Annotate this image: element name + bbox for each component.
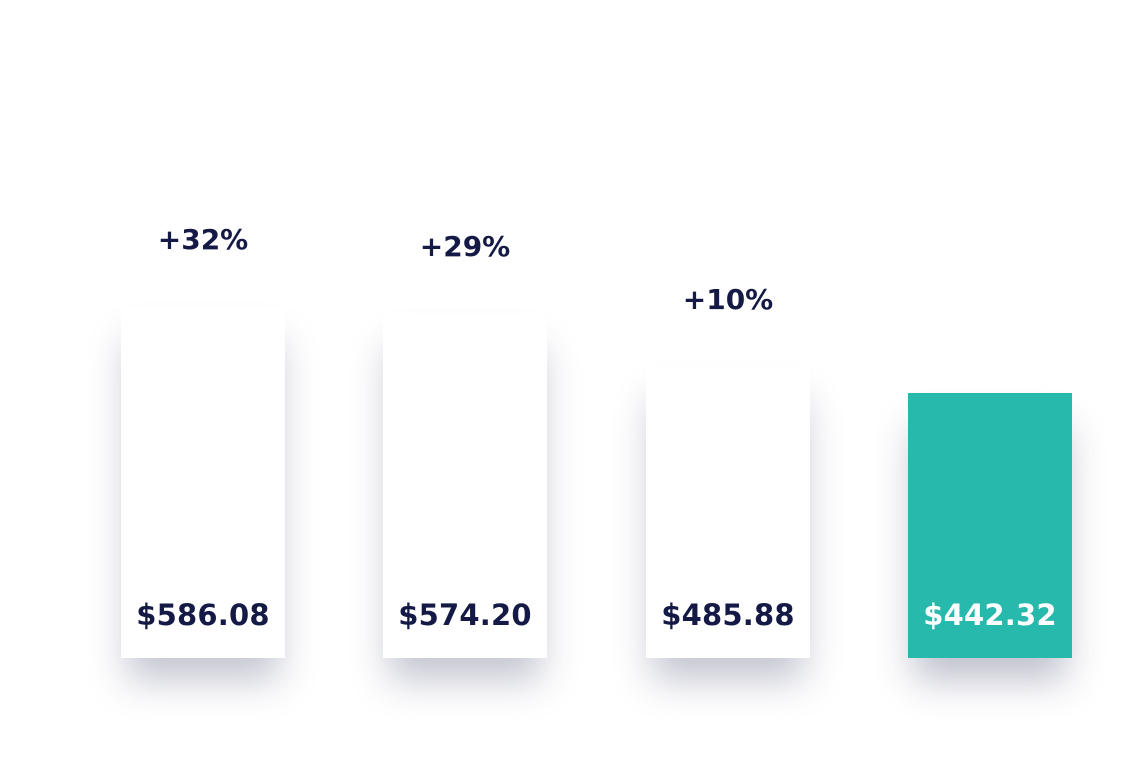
bar-group: $485.88 xyxy=(646,367,810,658)
bar-value-label: $574.20 xyxy=(398,598,532,632)
bar-value-label: $485.88 xyxy=(661,598,795,632)
bar-top-fade xyxy=(383,314,547,469)
bar-group: $442.32 xyxy=(908,393,1072,658)
bar xyxy=(908,393,1072,658)
bar-value-label: $442.32 xyxy=(923,598,1057,632)
bar-value-label: $586.08 xyxy=(136,598,270,632)
bar-top-fade xyxy=(121,307,285,465)
bar-top-fade xyxy=(646,367,810,498)
change-percent-label: +32% xyxy=(157,223,249,256)
bar-group: $574.20 xyxy=(383,314,547,658)
bar-group: $586.08 xyxy=(121,307,285,658)
change-percent-label: +29% xyxy=(419,230,511,263)
change-percent-label: +10% xyxy=(682,283,774,316)
